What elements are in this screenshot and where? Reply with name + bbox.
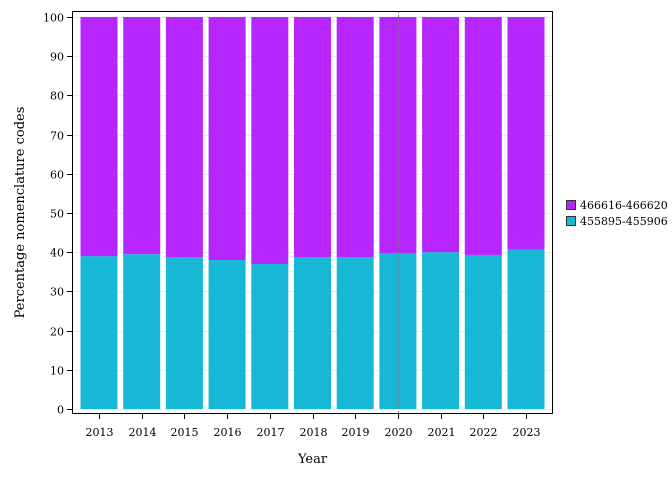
bar-segment: [165, 257, 203, 409]
bar-segment: [464, 254, 502, 409]
x-tick-label: 2014: [129, 426, 157, 439]
legend-swatch: [566, 200, 576, 210]
bar-segment: [80, 17, 118, 257]
x-tick-label: 2023: [513, 426, 541, 439]
bar-segment: [208, 17, 246, 261]
bar-segment: [379, 252, 417, 409]
legend-label: 455895-455906: [580, 215, 668, 228]
y-tick-label: 70: [50, 130, 64, 143]
y-tick-label: 60: [50, 169, 64, 182]
x-tick-label: 2022: [470, 426, 498, 439]
bar-segment: [294, 17, 331, 258]
bar-segment: [123, 254, 161, 409]
y-tick-label: 0: [57, 404, 64, 417]
bar-segment: [379, 17, 417, 253]
y-tick-label: 100: [43, 12, 64, 25]
bar-segment: [294, 257, 331, 409]
x-axis-title: Year: [297, 452, 328, 467]
x-tick-label: 2015: [171, 426, 199, 439]
x-tick-label: 2013: [86, 426, 114, 439]
bar-segment: [507, 17, 545, 250]
bar-segment: [123, 17, 161, 255]
y-tick-label: 40: [50, 247, 64, 260]
bars: [80, 17, 545, 409]
bar-segment: [336, 17, 374, 258]
y-tick-label: 90: [50, 51, 64, 64]
y-tick-label: 80: [50, 90, 64, 103]
bar-segment: [80, 256, 118, 409]
x-tick-label: 2019: [342, 426, 370, 439]
legend-label: 466616-466620: [580, 199, 668, 212]
y-axis-title: Percentage nomenclature codes: [13, 107, 28, 319]
x-tick-label: 2016: [214, 426, 242, 439]
y-tick-label: 20: [50, 326, 64, 339]
x-axis: 2013 2014 2015 2016 2017 2018 2019 2020 2021 2022…: [86, 414, 541, 439]
bar-segment: [507, 249, 545, 409]
bar-segment: [251, 17, 289, 264]
x-tick-label: 2021: [428, 426, 456, 439]
bar-segment: [336, 257, 374, 409]
y-axis: 0 10 20 30 40 50 60 70 80 90 100: [43, 12, 72, 417]
x-tick-label: 2020: [385, 426, 413, 439]
x-tick-label: 2017: [257, 426, 285, 439]
legend-swatch: [566, 216, 576, 226]
bar-segment: [165, 17, 203, 258]
bar-segment: [422, 252, 460, 409]
bar-segment: [251, 263, 289, 409]
legend: 466616-466620 455895-455906: [566, 199, 668, 228]
bar-segment: [422, 17, 460, 253]
bar-segment: [208, 260, 246, 409]
y-tick-label: 10: [50, 365, 64, 378]
y-tick-label: 50: [50, 208, 64, 221]
bar-segment: [464, 17, 502, 255]
x-tick-label: 2018: [300, 426, 328, 439]
y-tick-label: 30: [50, 286, 64, 299]
plot-border: [72, 11, 553, 414]
